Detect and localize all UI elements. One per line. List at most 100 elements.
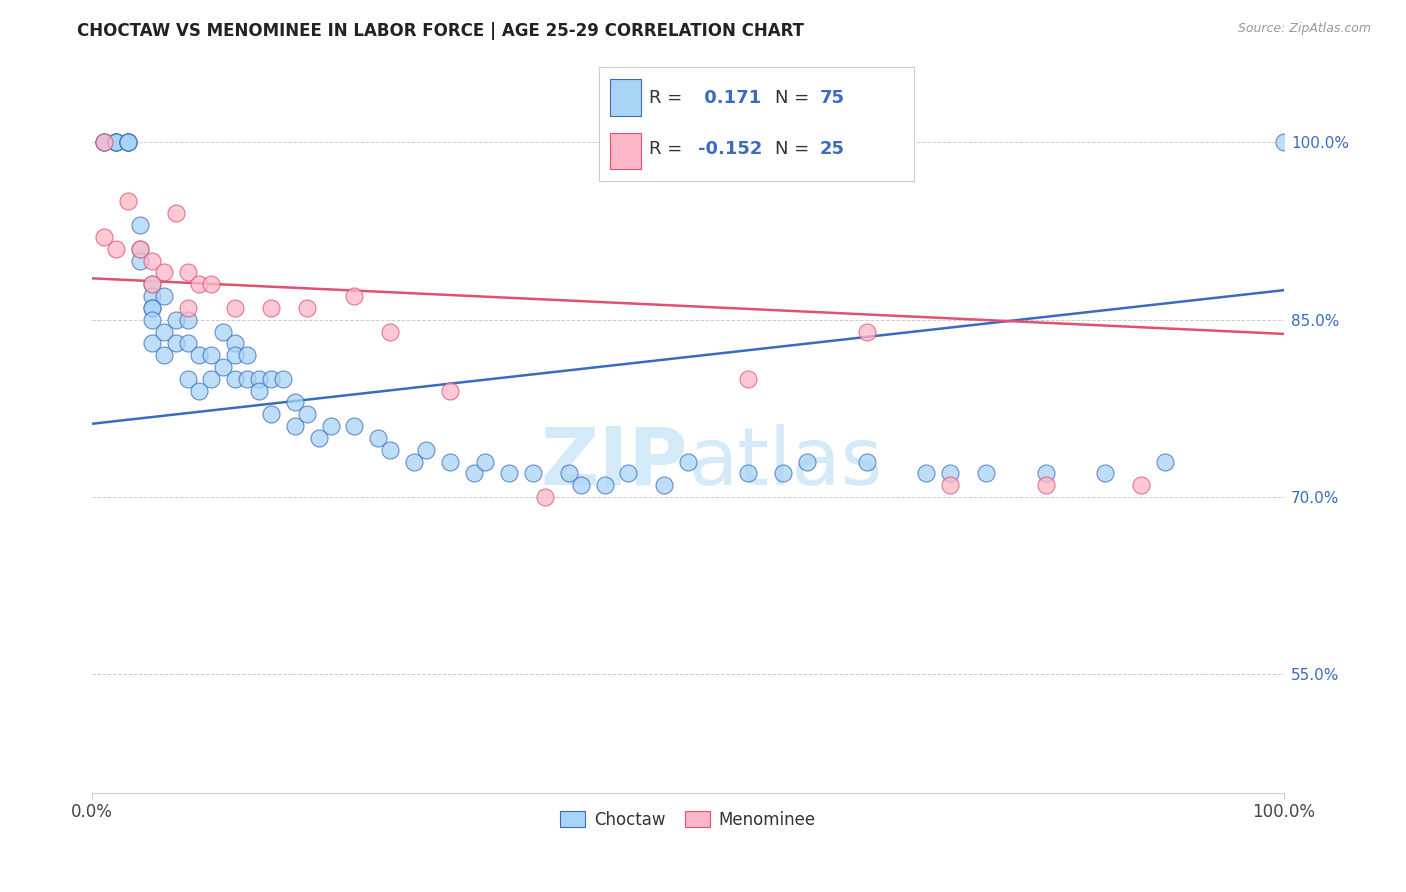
Point [141,289,163,303]
Point [415,442,437,457]
Point [200,372,222,386]
Point [188,348,211,362]
Point [295,301,318,315]
Point [236,348,259,362]
Point [105,242,128,256]
Point [284,395,307,409]
Point [367,431,389,445]
Point [737,467,759,481]
Point [117,136,139,150]
Point [200,348,222,362]
Point [117,136,139,150]
Point [1035,478,1057,492]
Point [319,419,342,434]
Point [176,336,198,351]
Point [141,336,163,351]
Point [93,136,115,150]
Point [117,194,139,209]
Point [1153,454,1175,468]
Point [796,454,818,468]
Point [212,325,235,339]
Point [152,289,174,303]
Point [308,431,330,445]
Point [128,253,150,268]
Point [522,467,544,481]
Point [105,136,128,150]
Point [974,467,997,481]
Point [105,136,128,150]
Point [271,372,294,386]
Point [200,277,222,292]
Point [236,372,259,386]
Point [152,265,174,279]
Point [295,407,318,421]
Point [141,301,163,315]
Point [188,384,211,398]
Point [176,301,198,315]
Point [378,442,401,457]
Point [343,419,366,434]
Point [212,359,235,374]
Text: atlas: atlas [688,424,883,502]
Point [247,372,270,386]
Text: Source: ZipAtlas.com: Source: ZipAtlas.com [1237,22,1371,36]
Point [93,230,115,244]
Point [165,312,187,326]
Point [260,407,283,421]
Point [343,289,366,303]
Point [176,265,198,279]
Point [1035,467,1057,481]
Point [141,312,163,326]
Point [439,454,461,468]
Point [117,136,139,150]
Point [165,206,187,220]
Legend: Choctaw, Menominee: Choctaw, Menominee [554,805,823,836]
Point [1272,136,1295,150]
Point [141,277,163,292]
Point [915,467,938,481]
Point [93,136,115,150]
Point [772,467,794,481]
Text: CHOCTAW VS MENOMINEE IN LABOR FORCE | AGE 25-29 CORRELATION CHART: CHOCTAW VS MENOMINEE IN LABOR FORCE | AG… [77,22,804,40]
Point [439,384,461,398]
Point [284,419,307,434]
Point [141,253,163,268]
Point [128,218,150,232]
Point [737,372,759,386]
Point [260,372,283,386]
Point [105,136,128,150]
Point [463,467,485,481]
Point [855,325,877,339]
Point [128,242,150,256]
Point [105,136,128,150]
Point [117,136,139,150]
Point [224,336,246,351]
Point [152,325,174,339]
Point [128,242,150,256]
Point [474,454,496,468]
Text: ZIP: ZIP [541,424,688,502]
Point [558,467,581,481]
Point [569,478,592,492]
Point [593,478,616,492]
Point [165,336,187,351]
Point [1129,478,1152,492]
Point [224,348,246,362]
Point [855,454,877,468]
Point [1094,467,1116,481]
Point [939,478,962,492]
Point [247,384,270,398]
Point [224,301,246,315]
Point [188,277,211,292]
Point [498,467,520,481]
Point [402,454,425,468]
Point [141,301,163,315]
Point [939,467,962,481]
Point [152,348,174,362]
Point [93,136,115,150]
Point [176,312,198,326]
Point [534,490,557,504]
Point [378,325,401,339]
Point [224,372,246,386]
Point [652,478,675,492]
